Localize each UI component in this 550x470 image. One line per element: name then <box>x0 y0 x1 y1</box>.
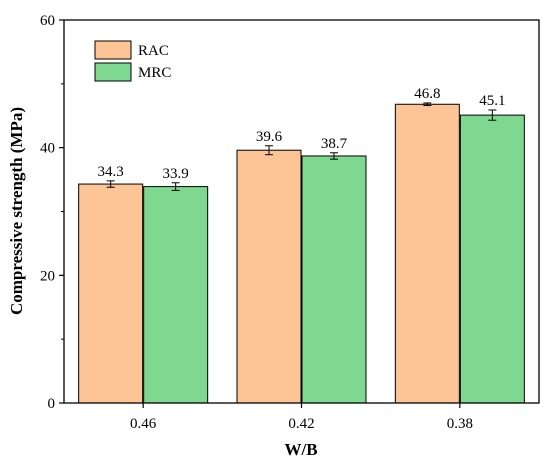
ticks-layer: 0.46 0.42 0.38 0 20 40 60 <box>40 13 473 432</box>
data-label-rac-2: 46.8 <box>414 86 440 102</box>
bar-mrc-2 <box>459 114 525 404</box>
bars-layer <box>78 102 525 404</box>
bar-rac-2 <box>394 103 460 404</box>
bar-rac-1 <box>236 149 302 404</box>
y-tick-label-2: 40 <box>40 141 55 157</box>
x-axis-title: W/B <box>284 440 317 459</box>
bar-rac-0 <box>78 183 144 404</box>
data-labels-layer: 34.3 33.9 39.6 38.7 46.8 45.1 <box>98 86 506 182</box>
data-label-mrc-0: 33.9 <box>163 166 189 182</box>
legend-swatch-rac <box>94 40 132 60</box>
x-tick-label-0: 0.46 <box>130 416 157 432</box>
y-tick-label-3: 60 <box>40 13 55 29</box>
legend-swatch-mrc <box>94 62 132 82</box>
y-tick-label-0: 0 <box>48 396 56 412</box>
legend-label-rac: RAC <box>138 43 169 59</box>
y-tick-label-1: 20 <box>40 268 55 284</box>
data-label-rac-0: 34.3 <box>98 164 124 180</box>
data-label-mrc-2: 45.1 <box>479 93 505 109</box>
bar-mrc-1 <box>301 155 367 404</box>
x-tick-label-2: 0.38 <box>447 416 473 432</box>
y-axis-title: Compressive strength (MPa) <box>7 107 26 315</box>
data-label-mrc-1: 38.7 <box>321 136 348 152</box>
data-label-rac-1: 39.6 <box>256 129 283 145</box>
legend-label-mrc: MRC <box>138 65 171 81</box>
bar-mrc-0 <box>143 186 209 404</box>
legend: RAC MRC <box>94 40 171 82</box>
x-tick-label-1: 0.42 <box>288 416 314 432</box>
